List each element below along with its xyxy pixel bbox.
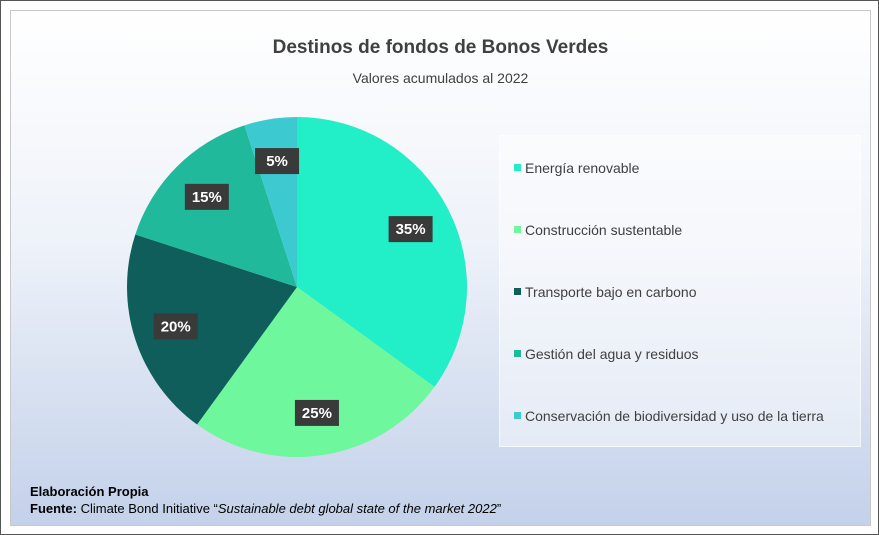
data-label-bg (255, 148, 300, 175)
legend-label: Gestión del agua y residuos (525, 346, 699, 362)
legend-item: Transporte bajo en carbono (514, 282, 849, 302)
pie-area: 35% 25% 20% 15% 5% (126, 117, 467, 458)
legend: Energía renovable Construcción sustentabl… (499, 135, 861, 447)
data-label: 5% (266, 153, 288, 170)
legend-swatch (514, 350, 521, 357)
legend-swatch (514, 288, 521, 295)
legend-label: Conservación de biodiversidad y uso de l… (525, 408, 824, 424)
chart-subtitle: Valores acumulados al 2022 (352, 70, 529, 86)
chart: 35% 25% 20% 15% 5% Destinos de fondos de Bon… (10, 10, 871, 526)
legend-item: Gestión del agua y residuos (514, 344, 849, 364)
source: Climate Bond Initiative “ (80, 501, 218, 516)
footer: Elaboración Propia Fuente: Climate Bond … (30, 483, 501, 517)
source-label: Fuente: (30, 501, 77, 516)
data-label: 35% (396, 221, 426, 238)
source-title: Sustainable debt global state of the mar… (217, 501, 497, 516)
legend-swatch (514, 226, 521, 233)
legend-swatch (514, 412, 521, 419)
data-label: 25% (302, 405, 332, 422)
pie-slice (126, 234, 297, 425)
data-label-bg (184, 183, 229, 210)
legend-label: Transporte bajo en carbono (525, 284, 697, 300)
legend-swatch (514, 164, 521, 171)
data-label-bg (153, 313, 198, 340)
legend-label: Energía renovable (525, 160, 640, 176)
data-label-bg (388, 216, 433, 243)
data-label: 15% (192, 189, 222, 206)
legend-item: Construcción sustentable (514, 220, 849, 240)
source-close: ” (496, 501, 502, 516)
credit: Elaboración Propia (30, 484, 149, 499)
chart-title: Destinos de fondos de Bonos Verdes (272, 37, 609, 58)
data-label: 20% (161, 318, 191, 335)
legend-item: Energía renovable (514, 158, 849, 178)
legend-label: Construcción sustentable (525, 222, 683, 238)
legend-item: Conservación de biodiversidad y uso de l… (514, 406, 849, 426)
data-label-bg (294, 399, 339, 426)
pie-slice (297, 117, 467, 387)
pie-slice (197, 287, 435, 458)
